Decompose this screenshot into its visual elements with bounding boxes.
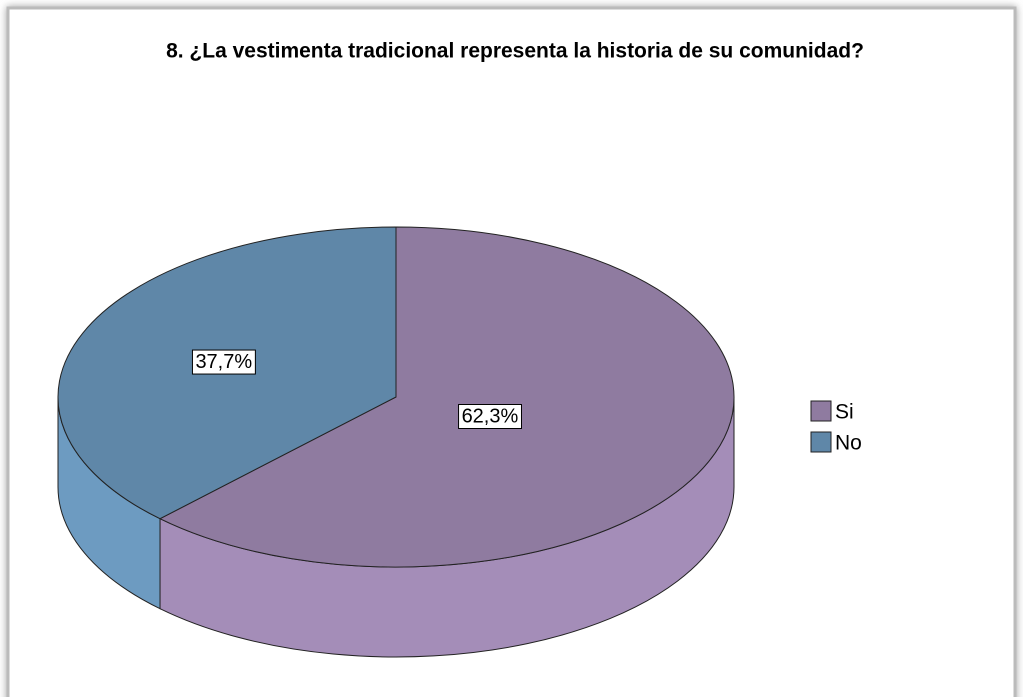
data-label-box bbox=[458, 404, 522, 430]
data-label: 37,7% bbox=[195, 351, 252, 373]
legend-label: No bbox=[835, 432, 862, 455]
legend-swatch bbox=[810, 431, 832, 453]
pie: 62,3% 37,7% bbox=[57, 226, 735, 658]
legend: Si No bbox=[810, 400, 862, 455]
legend-label: Si bbox=[835, 401, 854, 424]
legend-swatch bbox=[810, 400, 832, 422]
pie-slice bbox=[158, 226, 735, 568]
data-label: 62,3% bbox=[462, 406, 519, 428]
data-label-box bbox=[191, 349, 256, 375]
chart-title: 8. ¿La vestimenta tradicional representa… bbox=[166, 40, 864, 63]
